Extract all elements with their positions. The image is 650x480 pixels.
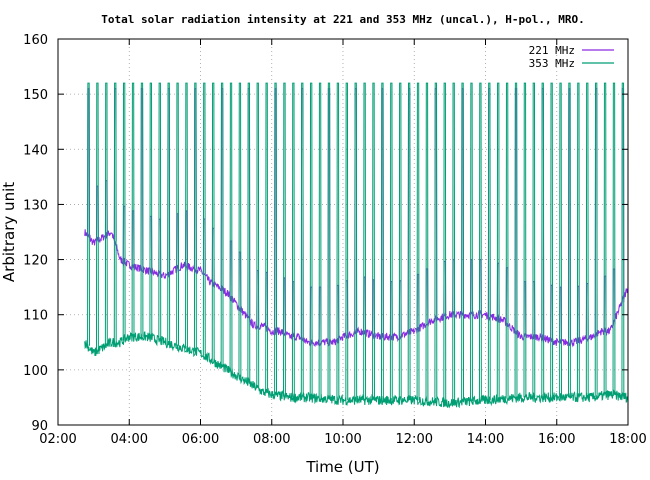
calibration-spike-353	[167, 82, 171, 344]
x-tick-label: 12:00	[396, 432, 433, 447]
calibration-spike-353	[461, 82, 465, 403]
calibration-spike-353	[345, 82, 349, 401]
calibration-spike-353	[416, 82, 420, 401]
calibration-spike-353	[470, 82, 473, 402]
x-tick-label: 08:00	[253, 432, 290, 447]
calibration-spike-353	[532, 82, 536, 398]
y-tick-label: 160	[23, 33, 48, 48]
calibration-spike-353	[372, 82, 375, 401]
calibration-spike-353	[585, 82, 589, 398]
y-tick-label: 150	[23, 88, 48, 103]
calibration-spike-353	[265, 82, 269, 393]
calibration-spike-353	[523, 82, 527, 398]
y-tick-label: 90	[31, 419, 48, 434]
calibration-spike-353	[122, 82, 126, 341]
calibration-spike-353	[113, 82, 117, 343]
calibration-spike-353	[149, 82, 153, 338]
calibration-spike-353	[220, 82, 224, 367]
calibration-spike-353	[131, 82, 135, 337]
y-tick-label: 130	[23, 198, 48, 213]
calibration-spike-353	[300, 82, 304, 398]
calibration-spike-353	[380, 82, 384, 401]
grid-lines	[58, 39, 628, 425]
x-tick-label: 16:00	[538, 432, 575, 447]
calibration-spike-353	[559, 82, 562, 398]
calibration-spike-353	[434, 82, 438, 402]
calibration-spike-353	[104, 82, 108, 347]
calibration-spike-353	[576, 82, 580, 398]
calibration-spike-353	[291, 82, 295, 398]
calibration-spike-353	[211, 82, 215, 361]
axis-ticks: 02:00 04:00 06:00 08:00 10:00 12:00 14:00 16:00…	[23, 33, 647, 447]
calibration-spike-353	[95, 82, 99, 352]
calibration-spike-353	[541, 82, 545, 398]
calibration-spike-353	[193, 82, 197, 352]
calibration-spike-353	[309, 82, 313, 398]
y-tick-label: 110	[23, 309, 48, 324]
calibration-spike-353	[612, 82, 616, 396]
calibration-spike-353	[425, 82, 429, 402]
y-tick-label: 120	[23, 254, 48, 269]
calibration-spike-353	[229, 82, 233, 372]
x-tick-label: 04:00	[111, 432, 148, 447]
calibration-spike-353	[594, 82, 598, 397]
legend: 221 MHz 353 MHz	[529, 44, 614, 70]
calibration-spike-353	[452, 82, 456, 403]
calibration-spike-353	[550, 82, 554, 398]
calibration-spike-353	[514, 82, 518, 398]
x-tick-label: 10:00	[324, 432, 361, 447]
calibration-spike-353	[389, 82, 393, 401]
calibration-spike-353	[603, 82, 607, 396]
legend-label-221: 221 MHz	[529, 44, 575, 57]
calibration-spike-353	[496, 82, 500, 400]
x-tick-label: 14:00	[467, 432, 504, 447]
calibration-spike-353	[176, 82, 180, 346]
series-layer	[84, 82, 629, 409]
calibration-spike-353	[487, 82, 491, 400]
y-tick-label: 100	[23, 364, 48, 379]
series-line-353	[84, 331, 629, 409]
calibration-spike-353	[185, 82, 188, 349]
calibration-spike-353	[202, 82, 206, 356]
calibration-spike-353	[505, 82, 509, 399]
calibration-spike-353	[478, 82, 482, 401]
calibration-spike-353	[238, 82, 242, 378]
calibration-spike-353	[407, 82, 411, 401]
calibration-spike-353	[140, 82, 144, 337]
calibration-spike-353	[568, 82, 571, 398]
calibration-spike-353	[363, 82, 367, 401]
calibration-spike-353	[336, 82, 340, 400]
y-tick-label: 140	[23, 143, 48, 158]
calibration-spike-353	[621, 82, 625, 397]
calibration-spike-353	[318, 82, 322, 399]
calibration-spike-353	[398, 82, 402, 401]
x-tick-label: 02:00	[39, 432, 76, 447]
x-tick-label: 18:00	[609, 432, 646, 447]
y-axis-label: Arbitrary unit	[0, 182, 18, 282]
legend-label-353: 353 MHz	[529, 57, 575, 70]
calibration-spike-353	[274, 82, 277, 396]
calibration-spike-353	[443, 82, 447, 403]
x-tick-label: 06:00	[182, 432, 219, 447]
calibration-spike-353	[354, 82, 358, 401]
calibration-spike-353	[87, 82, 90, 346]
calibration-spike-353	[256, 82, 260, 389]
calibration-spike-353	[327, 82, 331, 400]
calibration-spike-353	[283, 82, 286, 397]
x-axis-label: Time (UT)	[305, 458, 379, 476]
chart-title: Total solar radiation intensity at 221 a…	[101, 13, 584, 26]
calibration-spike-353	[247, 82, 251, 383]
calibration-spike-353	[158, 82, 162, 341]
